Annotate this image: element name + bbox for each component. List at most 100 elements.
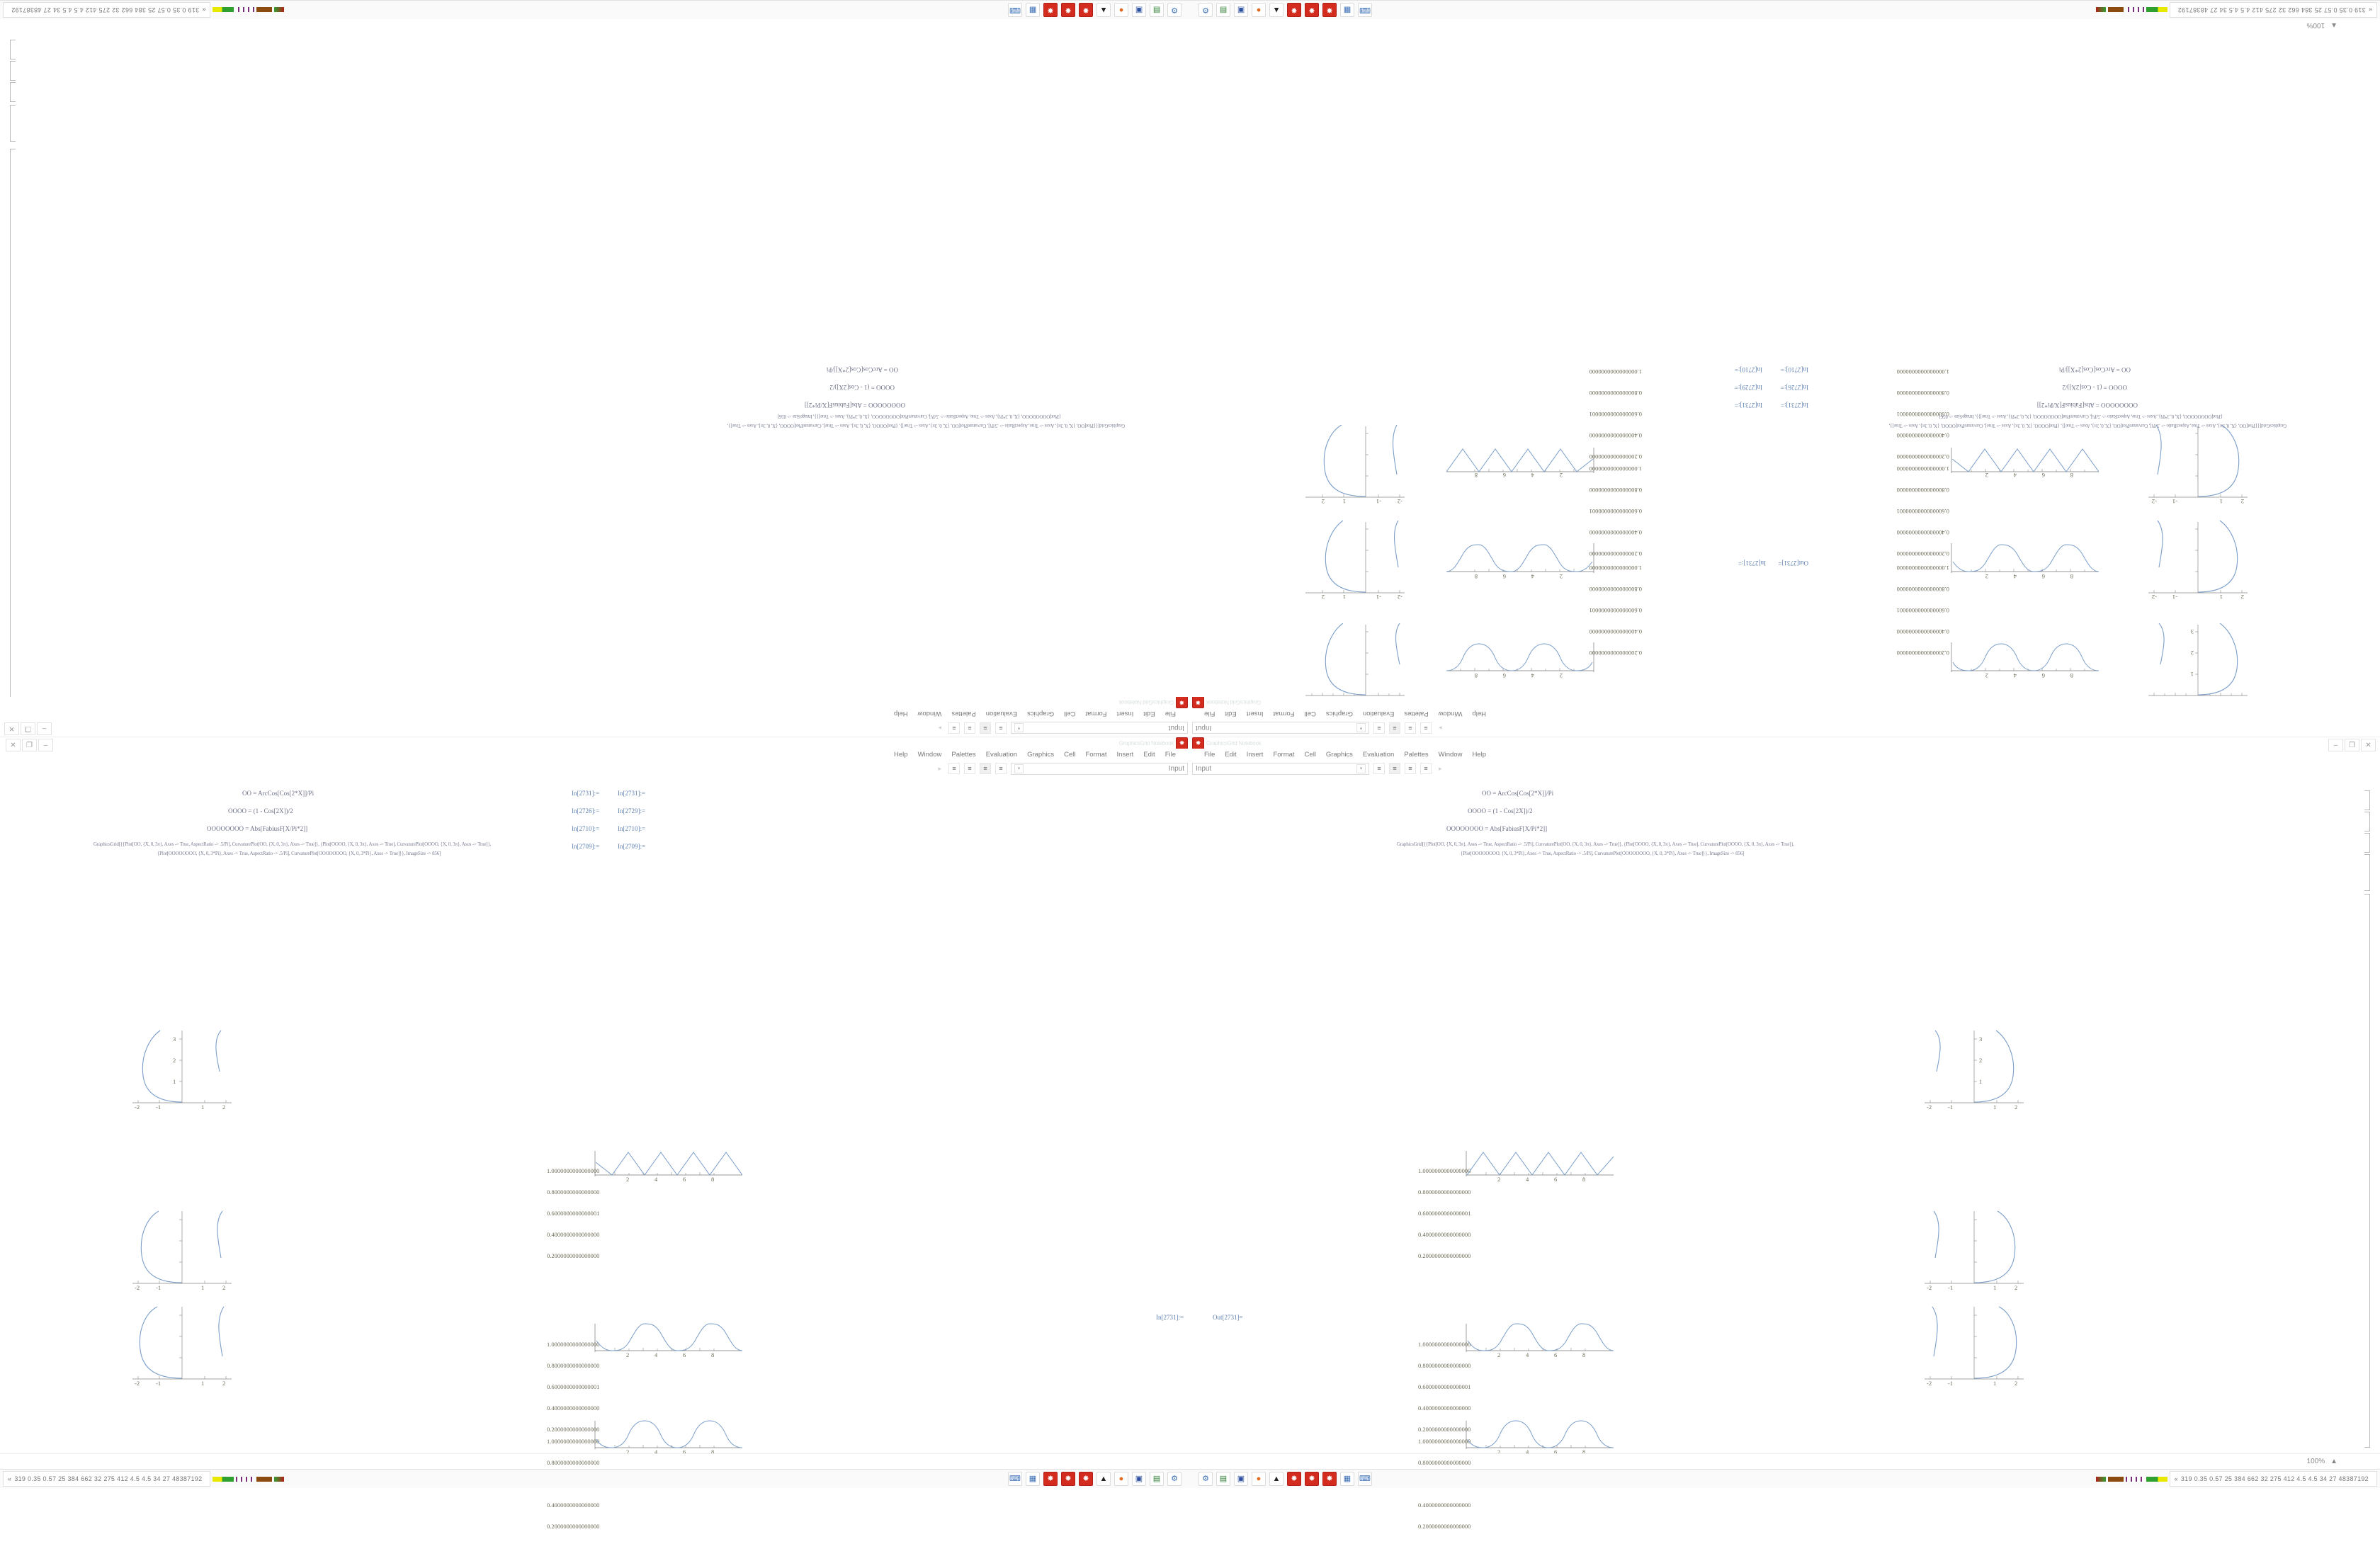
- align-left-button[interactable]: ≡: [1420, 722, 1432, 734]
- menu-item-evaluation[interactable]: Evaluation: [985, 710, 1018, 718]
- align-right-button-b[interactable]: ≡: [980, 763, 991, 774]
- menu-item-help-m[interactable]: Help: [1472, 710, 1486, 718]
- align-right-button-bm[interactable]: ≡: [1405, 763, 1416, 774]
- align-center-button[interactable]: ≡: [1405, 722, 1416, 734]
- restore-button-br[interactable]: ❐: [2345, 739, 2359, 751]
- tray-expand-icon-mirror[interactable]: «: [202, 6, 206, 13]
- system-tray-b[interactable]: « 319 0.35 0.57 25 384 662 32 275 412 4.…: [3, 1471, 211, 1487]
- cell-bracket[interactable]: [2364, 854, 2370, 891]
- align-justify-button-bm[interactable]: ≡: [1420, 763, 1432, 774]
- cell-style-select-left[interactable]: ▾ Input: [1192, 722, 1369, 734]
- menu-item-cell-bm[interactable]: Cell: [1064, 750, 1076, 759]
- definition-expr-2-b[interactable]: OOOO = (1 - Cos[2X])/2: [1468, 807, 1533, 814]
- menu-item-window-b[interactable]: Window: [1438, 750, 1463, 759]
- menu-item-evaluation-m[interactable]: Evaluation: [1362, 710, 1395, 718]
- definition-expr-1[interactable]: OO = ArcCos[Cos[2*X]]/Pi: [2058, 366, 2131, 373]
- mathematica-icon-1[interactable]: ✸: [1322, 3, 1337, 17]
- floppy-save-icon-mirror[interactable]: ▣: [1132, 3, 1146, 17]
- taskbar-app-icons-b[interactable]: ⌨ ▦ ✸ ✸ ✸ ▲ ● ▣ ▤ ⚙ ⚙ ▤ ▣ ● ▲ ✸ ✸ ✸ ▦ ⌨: [287, 1472, 2092, 1486]
- menu-item-format[interactable]: Format: [1085, 710, 1107, 718]
- floppy-save-icon[interactable]: ▣: [1234, 3, 1248, 17]
- mathematica-icon-tab-1[interactable]: ✸: [1192, 697, 1204, 708]
- close-button[interactable]: ✕: [4, 722, 19, 735]
- cell-style-select-right[interactable]: Input ▾: [1011, 722, 1188, 734]
- align-center-button-b[interactable]: ≡: [964, 763, 975, 774]
- menu-item-cell-b[interactable]: Cell: [1304, 750, 1316, 759]
- close-button-br[interactable]: ✕: [2361, 739, 2376, 751]
- menu-item-format-bm[interactable]: Format: [1085, 750, 1107, 759]
- definition-expr-3-bm[interactable]: OOOOOOOO = Abs[FabiusF[X/Pi*2]]: [207, 825, 308, 832]
- tray-expand-icon-b[interactable]: «: [8, 1475, 12, 1482]
- align-left-button-b[interactable]: ≡: [948, 763, 960, 774]
- graphics-grid-code-line-2-mirror[interactable]: {Plot[OOOOOOOO, {X, 0, 3*Pi}, Axes -> Tr…: [777, 414, 1061, 419]
- menu-item-evaluation-b[interactable]: Evaluation: [1362, 750, 1395, 759]
- cell-bracket[interactable]: [2364, 790, 2370, 810]
- menu-item-cell-m[interactable]: Cell: [1304, 710, 1316, 718]
- cell-bracket[interactable]: [2364, 812, 2370, 831]
- toolbar-more-icon[interactable]: ▸: [1439, 725, 1442, 732]
- cell-bracket[interactable]: [10, 61, 16, 81]
- zoom-caret-icon-top[interactable]: ▲: [2330, 21, 2338, 30]
- graphics-grid-code-line-2-b[interactable]: {Plot[OOOOOOOO, {X, 0, 3*Pi}, Axes -> Tr…: [1461, 851, 1745, 856]
- window-controls-bottom[interactable]: ✕ ❐ –: [4, 739, 53, 751]
- graphics-grid-code-line-2-bm[interactable]: {Plot[OOOOOOOO, {X, 0, 3*Pi}, Axes -> Tr…: [157, 851, 441, 856]
- zoom-readout-bottom[interactable]: 100% ▲: [0, 1453, 2380, 1468]
- menu-item-window-bm[interactable]: Window: [917, 750, 942, 759]
- gimp-icon[interactable]: ▲: [1269, 3, 1284, 17]
- cell-bracket[interactable]: [10, 149, 16, 703]
- notebook-titlebar-bottom[interactable]: GraphicsGrid Notebook ✸ ✸ GraphicsGrid N…: [0, 737, 2380, 749]
- chevron-down-icon-2[interactable]: ▾: [1014, 723, 1024, 733]
- mathematica-icon-2-b[interactable]: ✸: [1061, 1472, 1075, 1486]
- floppy-save-icon-bm[interactable]: ▣: [1234, 1472, 1248, 1486]
- toolbar-more-icon-2[interactable]: ▸: [938, 725, 941, 732]
- firefox-icon-bm[interactable]: ●: [1252, 1472, 1266, 1486]
- cell-bracket[interactable]: [2364, 894, 2370, 1448]
- toolbar-more-icon-2-b[interactable]: ▸: [1439, 764, 1442, 772]
- cell-style-select-left-b[interactable]: ▾ Input: [1011, 762, 1188, 775]
- align-center-button-m[interactable]: ≡: [980, 722, 991, 734]
- menu-item-help[interactable]: Help: [894, 710, 908, 718]
- menu-item-insert-m[interactable]: Insert: [1246, 710, 1264, 718]
- format-toolbar-top[interactable]: ▸ ≡ ≡ ≡ ≡ ▾ Input Input ▾ ≡ ≡ ≡ ≡ ▸: [0, 720, 2380, 737]
- notebook-chrome-top[interactable]: ▸ ≡ ≡ ≡ ≡ ▾ Input Input ▾ ≡ ≡ ≡ ≡ ▸ Help…: [0, 697, 2380, 737]
- align-left-button-m[interactable]: ≡: [995, 722, 1007, 734]
- mathematica-icon-2[interactable]: ✸: [1305, 3, 1319, 17]
- restore-button[interactable]: ❐: [21, 722, 35, 735]
- system-tray-bm[interactable]: « 319 0.35 0.57 25 384 662 32 275 412 4.…: [2169, 1471, 2377, 1487]
- menu-item-graphics[interactable]: Graphics: [1027, 710, 1055, 718]
- mathematica-icon-1-bm[interactable]: ✸: [1322, 1472, 1337, 1486]
- notebook-titlebar-top[interactable]: GraphicsGrid Notebook ✸ ✸ GraphicsGrid N…: [0, 697, 2380, 708]
- calculator-icon-b[interactable]: ▦: [1026, 1472, 1040, 1486]
- settings-icon-b[interactable]: ⚙: [1167, 1472, 1182, 1486]
- mathematica-icon-1-b[interactable]: ✸: [1043, 1472, 1058, 1486]
- taskbar-tray-right[interactable]: « 319 0.35 0.57 25 384 662 32 275 412 4.…: [0, 2, 287, 18]
- definition-expr-1-b[interactable]: OO = ArcCos[Cos[2*X]]/Pi: [1482, 790, 1554, 797]
- menu-item-graphics-m[interactable]: Graphics: [1325, 710, 1353, 718]
- settings-icon-bm[interactable]: ⚙: [1198, 1472, 1213, 1486]
- menu-item-edit-b[interactable]: Edit: [1225, 750, 1237, 759]
- firefox-icon[interactable]: ●: [1252, 3, 1266, 17]
- menu-item-insert-bm[interactable]: Insert: [1116, 750, 1134, 759]
- cell-bracket[interactable]: [2364, 833, 2370, 853]
- menu-item-help-b[interactable]: Help: [1472, 750, 1486, 759]
- definition-expr-1-bm[interactable]: OO = ArcCos[Cos[2*X]]/Pi: [242, 790, 314, 797]
- align-justify-button-b[interactable]: ≡: [995, 763, 1007, 774]
- tray-expand-icon-bm[interactable]: «: [2174, 1475, 2178, 1482]
- tray-expand-icon[interactable]: «: [2368, 6, 2372, 13]
- definition-expr-3-b[interactable]: OOOOOOOO = Abs[FabiusF[X/Pi*2]]: [1446, 825, 1548, 832]
- menu-item-palettes-bm[interactable]: Palettes: [951, 750, 976, 759]
- notebook-chrome-bottom[interactable]: ✕ ❐ – GraphicsGrid Notebook ✸ ✸ Graphics…: [0, 737, 2380, 787]
- format-toolbar-bottom[interactable]: ▸ ≡ ≡ ≡ ≡ ▾ Input Input ▾ ≡ ≡ ≡ ≡ ▸: [0, 760, 2380, 777]
- chevron-down-icon-b[interactable]: ▾: [1014, 764, 1024, 773]
- menu-item-format-b[interactable]: Format: [1273, 750, 1295, 759]
- align-center-button-bm[interactable]: ≡: [1389, 763, 1400, 774]
- definition-expr-3-mirror[interactable]: OOOOOOOO = Abs[FabiusF[X/Pi*2]]: [804, 402, 905, 409]
- graphics-grid-code-line-1[interactable]: GraphicsGrid[{{Plot[OO, {X, 0, 3π}, Axes…: [1888, 423, 2286, 428]
- gimp-icon-bm[interactable]: ▲: [1269, 1472, 1284, 1486]
- graphics-grid-code-line-1-b[interactable]: GraphicsGrid[{{Plot[OO, {X, 0, 3π}, Axes…: [1397, 841, 1795, 847]
- menu-item-file-m[interactable]: File: [1204, 710, 1216, 718]
- menu-item-insert-b[interactable]: Insert: [1246, 750, 1264, 759]
- align-justify-button[interactable]: ≡: [1373, 722, 1385, 734]
- chevron-down-icon-2-b[interactable]: ▾: [1356, 764, 1366, 773]
- menu-item-graphics-b[interactable]: Graphics: [1325, 750, 1353, 759]
